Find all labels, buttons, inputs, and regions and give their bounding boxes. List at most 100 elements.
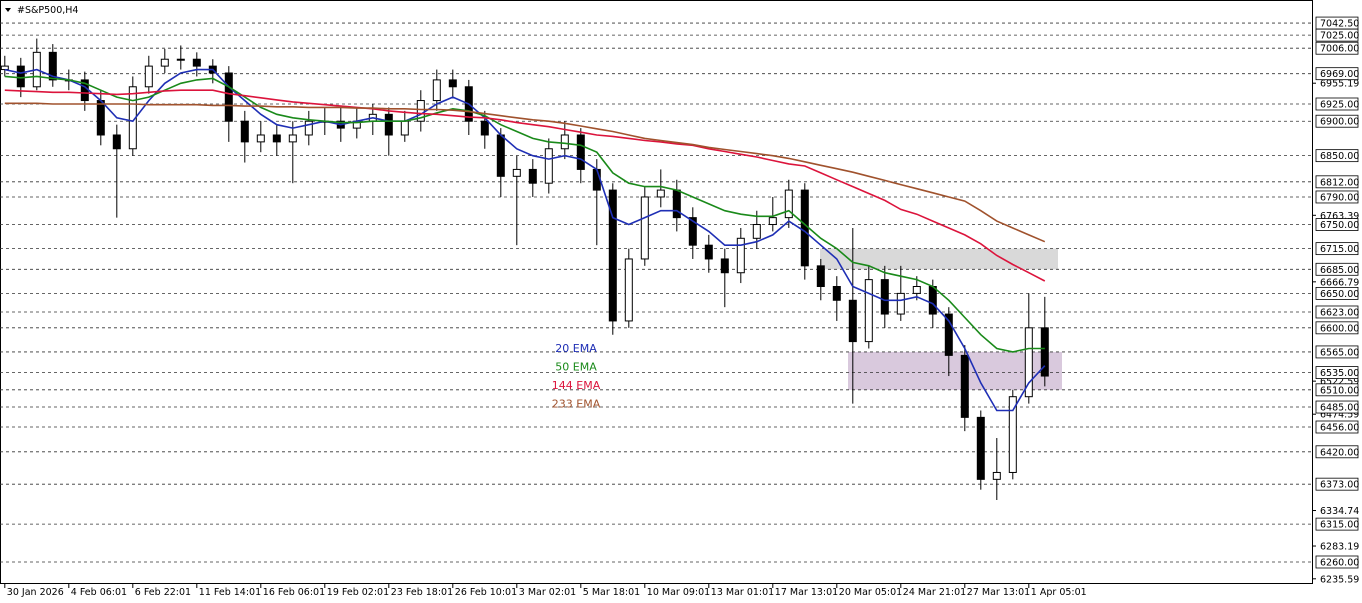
level-label: 6969.00: [1320, 69, 1359, 80]
level-label: 6750.00: [1320, 220, 1359, 231]
level-label-box: [1315, 477, 1359, 491]
x-tick-label: 24 Mar 21:01: [903, 587, 966, 598]
x-tick-label: 3 Mar 02:01: [519, 587, 576, 598]
candle-body: [784, 189, 793, 219]
candle-body: [704, 244, 713, 260]
candle-body: [608, 189, 617, 322]
x-tick-label: 6 Feb 22:01: [135, 587, 191, 598]
candle-body: [544, 148, 553, 184]
y-tick-label: 6235.59: [1320, 574, 1359, 585]
level-label: 6373.00: [1320, 480, 1359, 491]
candle-body: [1008, 396, 1017, 473]
level-label-box: [1315, 218, 1359, 231]
candle-body: [560, 134, 569, 150]
candle-body: [592, 168, 601, 191]
candle-body: [896, 292, 905, 315]
y-tick-label: 6522.59: [1320, 377, 1359, 388]
level-label-box: [1315, 420, 1359, 434]
candle-body: [160, 58, 169, 67]
candle-body: [144, 65, 153, 88]
level-label-box: [1315, 114, 1359, 128]
candle-body: [624, 258, 633, 322]
candle-body: [48, 51, 57, 81]
level-label-box: [1315, 345, 1359, 359]
candle-body: [800, 189, 809, 267]
level-label-box: [1315, 305, 1359, 319]
candle-body: [960, 354, 969, 418]
candle-body: [864, 279, 873, 343]
candle-body: [816, 265, 825, 288]
level-label-box: [1315, 67, 1359, 81]
x-tick-label: 23 Feb 18:01: [391, 587, 453, 598]
level-label-box: [1315, 400, 1359, 414]
x-tick-label: 19 Feb 02:01: [327, 587, 389, 598]
candle-body: [1024, 327, 1033, 398]
candle-body: [288, 134, 297, 143]
plot-frame: [0, 0, 1313, 584]
candle-body: [496, 134, 505, 177]
level-label: 6315.00: [1320, 520, 1359, 531]
level-label-box: [1315, 445, 1359, 459]
candle-body: [512, 168, 521, 177]
chart-title: #S&P500,H4: [17, 5, 78, 16]
y-tick-label: 6334.74: [1320, 506, 1359, 517]
level-label: 6812.00: [1320, 177, 1359, 188]
candle-body: [736, 237, 745, 274]
level-label: 6900.00: [1320, 117, 1359, 128]
y-tick-label: 6283.19: [1320, 542, 1359, 553]
level-label: 7006.00: [1320, 44, 1359, 55]
level-label-box: [1315, 321, 1359, 335]
level-label-box: [1315, 97, 1359, 111]
candle-body: [304, 120, 313, 136]
x-tick-label: 5 Mar 18:01: [583, 587, 640, 598]
candle-body: [944, 313, 953, 356]
level-label-box: [1315, 28, 1359, 42]
level-label: 6456.00: [1320, 423, 1359, 434]
candle-body: [240, 120, 249, 143]
candle-body: [992, 471, 1001, 480]
level-label: 6600.00: [1320, 323, 1359, 334]
x-tick-label: 11 Feb 14:01: [199, 587, 261, 598]
candle-body: [256, 134, 265, 143]
candle-body: [576, 134, 585, 170]
level-label: 6623.00: [1320, 307, 1359, 318]
level-label: 6650.00: [1320, 289, 1359, 300]
candle-body: [384, 113, 393, 136]
level-label: 6535.00: [1320, 368, 1359, 379]
ema-line: [4, 102, 1046, 243]
menu-arrow[interactable]: [5, 8, 11, 12]
level-label-box: [1315, 555, 1359, 569]
candle-body: [976, 416, 985, 480]
level-label: 6685.00: [1320, 265, 1359, 276]
level-label-box: [1315, 149, 1359, 163]
level-label: 6420.00: [1320, 447, 1359, 458]
candle-body: [528, 168, 537, 184]
legend-label: 20 EMA: [555, 342, 597, 355]
x-tick-label: 26 Feb 10:01: [455, 587, 517, 598]
candle-body: [672, 189, 681, 219]
level-label: 7042.50: [1320, 19, 1359, 30]
x-tick-label: 13 Mar 01:01: [711, 587, 774, 598]
candle-body: [400, 120, 409, 136]
level-label-box: [1315, 517, 1359, 531]
x-tick-label: 1 Apr 05:01: [1031, 587, 1087, 598]
candle-body: [176, 58, 185, 61]
y-tick-label: 6666.79: [1320, 277, 1359, 288]
candle-body: [480, 120, 489, 136]
candle-body: [16, 65, 25, 88]
level-label: 6260.00: [1320, 557, 1359, 568]
x-tick-label: 16 Feb 06:01: [263, 587, 325, 598]
level-label-box: [1315, 286, 1359, 300]
level-label: 6565.00: [1320, 347, 1359, 358]
candle-body: [768, 217, 777, 226]
candle-body: [640, 196, 649, 260]
candle-body: [112, 134, 121, 150]
candle-body: [432, 79, 441, 102]
ema-line: [4, 68, 1046, 412]
candle-body: [96, 100, 105, 136]
candle-body: [752, 224, 761, 239]
y-tick-label: 6955.19: [1320, 79, 1359, 90]
level-label-box: [1315, 190, 1359, 204]
